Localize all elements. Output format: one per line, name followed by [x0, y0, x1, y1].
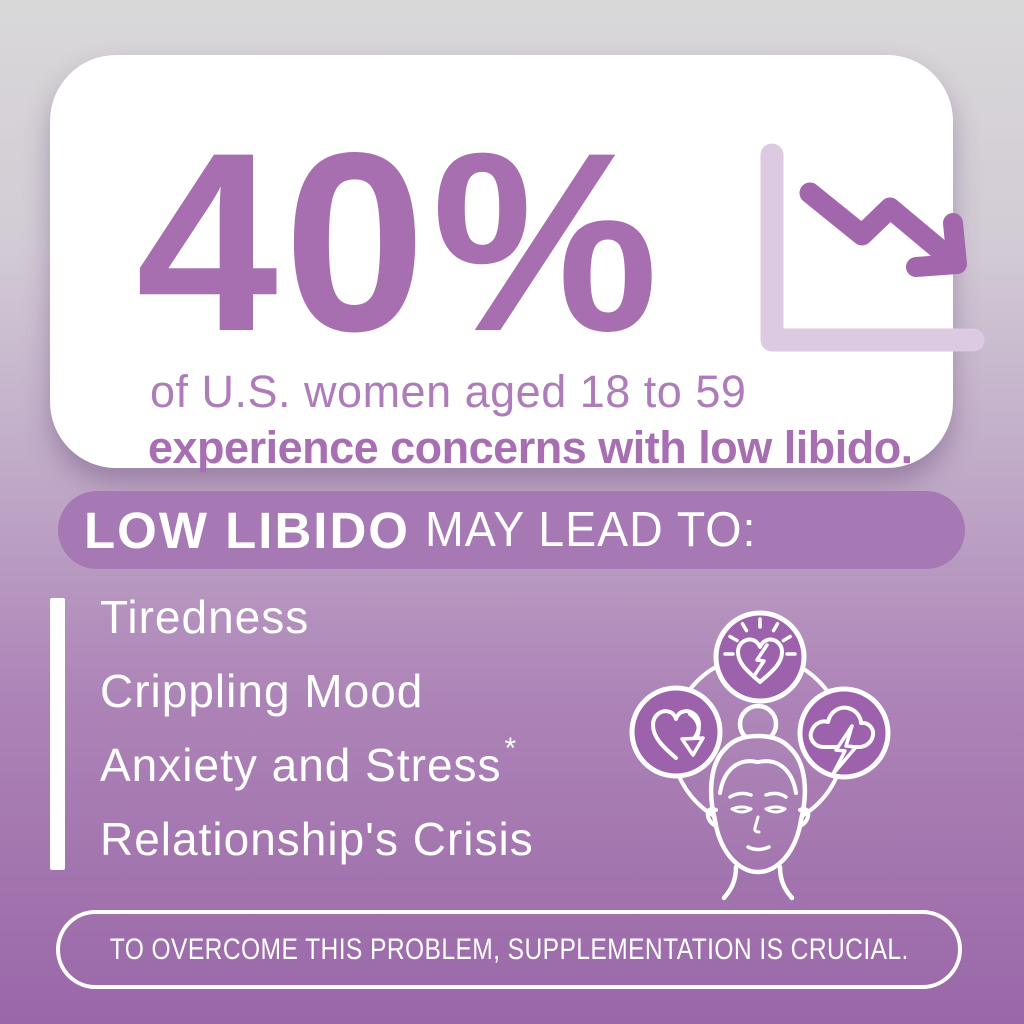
symptom-label: Anxiety and Stress [100, 739, 502, 791]
stat-subtitle-line1: of U.S. women aged 18 to 59 [150, 366, 747, 417]
mind-icons-graphic [629, 610, 891, 901]
symptom-item: Crippling Mood [100, 654, 537, 728]
symptom-item: Anxiety and Stress * [100, 728, 537, 802]
trend-down-chart-icon [760, 143, 985, 352]
lead-banner: LOW LIBIDO MAY LEAD TO: [58, 491, 965, 569]
stat-subtitle-line2: experience concerns with low libido. [148, 422, 913, 473]
declining-arrow-line [799, 182, 956, 265]
symptom-label: Tiredness [100, 591, 310, 643]
symptom-label: Crippling Mood [100, 665, 424, 717]
symptom-item: Relationship's Crisis [100, 802, 537, 876]
lead-banner-emphasis: LOW LIBIDO [84, 501, 410, 559]
stat-card: 40% of U.S. women aged 18 to 59 experien… [50, 55, 985, 473]
asterisk-mark: * [504, 732, 518, 765]
symptoms-section: Tiredness Crippling Mood Anxiety and Str… [50, 580, 610, 876]
footer-banner: TO OVERCOME THIS PROBLEM, SUPPLEMENTATIO… [56, 910, 962, 989]
symptoms-accent-bar [50, 598, 65, 870]
storm-cloud-lightning-icon [797, 686, 891, 780]
declining-heart-arrow-icon [629, 685, 723, 779]
woman-head-icon [705, 703, 811, 901]
symptoms-list: Tiredness Crippling Mood Anxiety and Str… [100, 580, 537, 876]
symptom-label: Relationship's Crisis [100, 813, 534, 865]
lead-banner-rest: MAY LEAD TO: [424, 503, 757, 557]
percent-stat: 40% [136, 100, 665, 385]
shining-heart-bolt-icon [713, 610, 807, 704]
arrowhead [906, 213, 967, 277]
chart-axis [760, 143, 985, 352]
footer-text: TO OVERCOME THIS PROBLEM, SUPPLEMENTATIO… [109, 932, 909, 966]
symptom-item: Tiredness [100, 580, 537, 654]
